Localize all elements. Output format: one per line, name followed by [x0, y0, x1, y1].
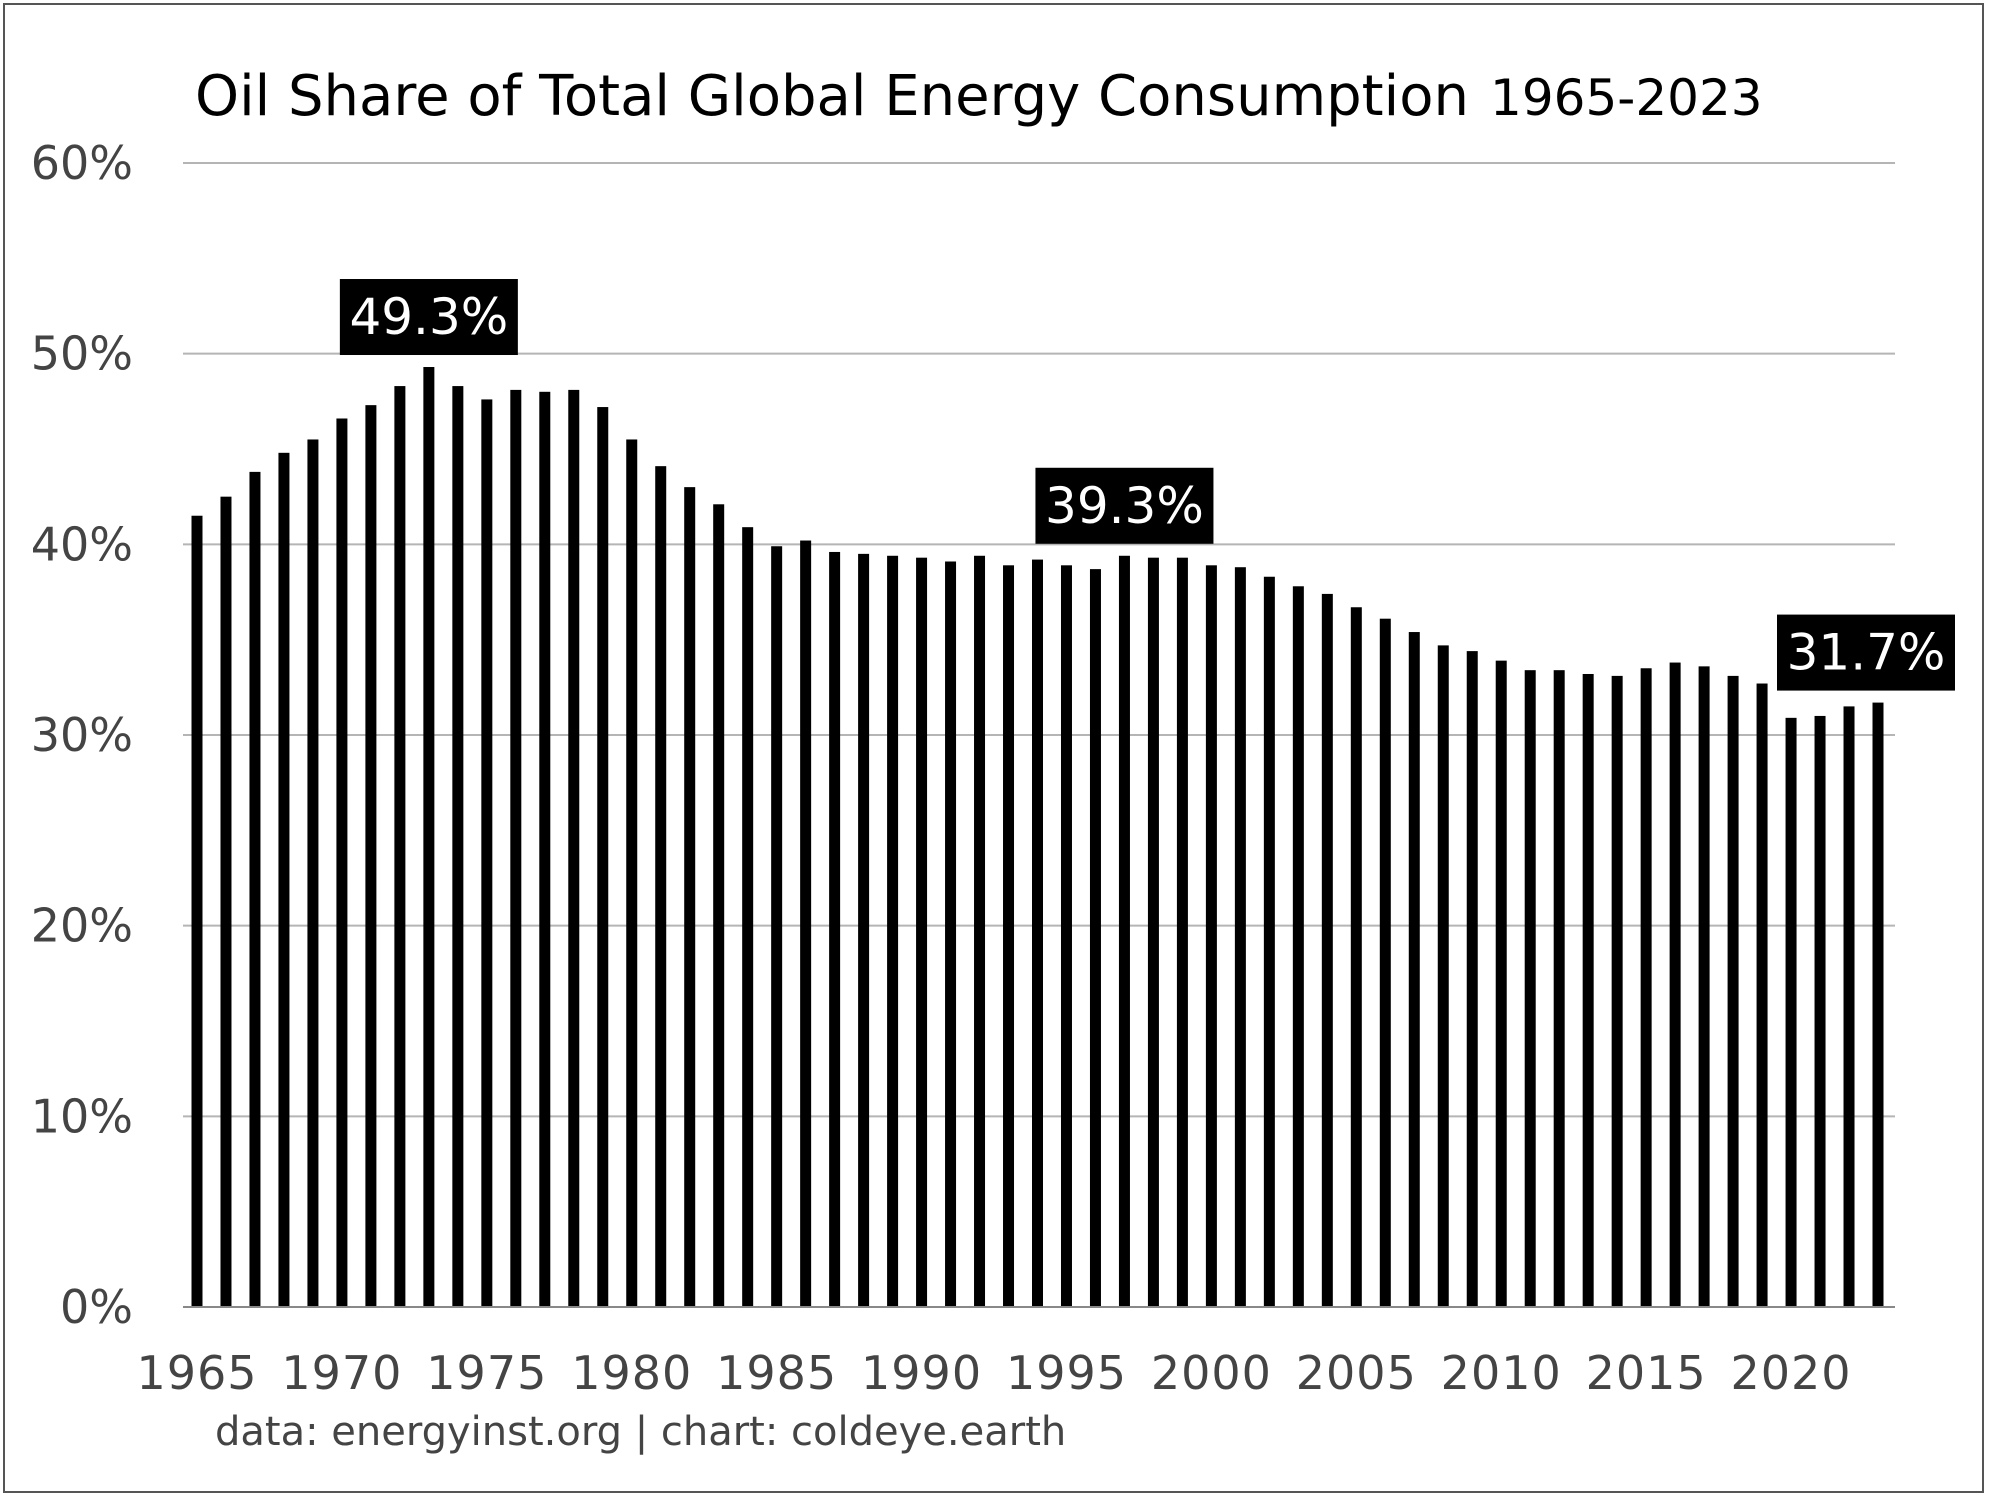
y-tick-label: 20%	[31, 899, 133, 953]
bar-1986	[800, 540, 812, 1307]
bar-2021	[1814, 715, 1826, 1307]
bar-2023	[1872, 702, 1884, 1307]
bar-chart: Oil Share of Total Global Energy Consump…	[31, 64, 1955, 1455]
x-tick-label: 2005	[1296, 1346, 1417, 1400]
bar-1972	[394, 386, 406, 1308]
bar-1976	[510, 389, 522, 1308]
x-tick-label: 1975	[426, 1346, 547, 1400]
bar-2011	[1524, 670, 1536, 1307]
bar-2018	[1727, 675, 1739, 1307]
value-label-1997: 39.3%	[1035, 467, 1214, 544]
value-label-text: 31.7%	[1787, 624, 1946, 682]
bar-1994	[1032, 559, 1043, 1307]
bar-1968	[278, 452, 290, 1307]
bar-2017	[1698, 666, 1710, 1307]
chart-frame: Oil Share of Total Global Energy Consump…	[3, 3, 1984, 1493]
y-tick-label: 60%	[31, 136, 133, 190]
bar-1993	[1003, 565, 1015, 1307]
bar-1991	[945, 561, 957, 1307]
bar-1977	[539, 391, 551, 1307]
bar-2019	[1756, 683, 1768, 1307]
bar-2010	[1495, 660, 1507, 1307]
bar-1969	[307, 439, 319, 1307]
bar-2000	[1205, 565, 1217, 1307]
bar-1995	[1060, 565, 1072, 1307]
x-tick-label: 1970	[281, 1346, 402, 1400]
chart-title-years: 1965-2023	[1490, 69, 1763, 127]
bar-1973	[423, 367, 435, 1308]
bar-2014	[1611, 675, 1623, 1307]
bar-1975	[481, 399, 493, 1308]
x-tick-label: 1965	[136, 1346, 257, 1400]
x-tick-label: 1980	[571, 1346, 692, 1400]
bar-1965	[191, 515, 203, 1307]
bar-2005	[1350, 607, 1362, 1307]
y-axis-ticks: 0% 10% 20% 30% 40% 50% 60%	[31, 136, 133, 1334]
bar-2016	[1669, 662, 1681, 1307]
source-note: data: energyinst.org | chart: coldeye.ea…	[215, 1409, 1066, 1455]
bar-1988	[858, 553, 870, 1307]
bar-1997	[1118, 555, 1130, 1307]
y-tick-label: 0%	[60, 1280, 133, 1334]
bar-1980	[626, 439, 638, 1307]
y-tick-label: 30%	[31, 708, 133, 762]
bar-1971	[365, 405, 377, 1307]
value-label-box	[339, 279, 518, 356]
value-label-text: 39.3%	[1045, 477, 1204, 535]
bar-1983	[713, 504, 725, 1307]
bar-1979	[597, 407, 609, 1307]
chart-title: Oil Share of Total Global Energy Consump…	[195, 64, 1763, 129]
x-tick-label: 2000	[1151, 1346, 1272, 1400]
bar-1987	[829, 551, 841, 1307]
bar-1992	[974, 555, 986, 1307]
bar-1990	[916, 557, 928, 1307]
bar-1974	[452, 386, 464, 1308]
value-label-box	[1035, 467, 1214, 544]
bar-2013	[1582, 673, 1594, 1307]
bar-1996	[1089, 569, 1101, 1307]
bar-1981	[655, 466, 667, 1307]
bar-1989	[887, 555, 899, 1307]
bar-2002	[1263, 576, 1275, 1307]
value-annotations: 49.3% 39.3% 31.7%	[339, 279, 1955, 691]
x-tick-label: 1985	[716, 1346, 837, 1400]
bar-2004	[1321, 593, 1333, 1307]
x-tick-label: 1995	[1006, 1346, 1127, 1400]
bar-2003	[1292, 586, 1304, 1307]
bar-2007	[1408, 632, 1420, 1307]
bars	[191, 367, 1884, 1308]
y-tick-label: 50%	[31, 327, 133, 381]
bar-2020	[1785, 717, 1797, 1307]
value-label-text: 49.3%	[349, 288, 508, 346]
bar-2022	[1843, 706, 1855, 1307]
bar-1985	[771, 546, 783, 1307]
value-label-box	[1777, 614, 1955, 691]
x-axis-ticks: 1965 1970 1975 1980 1985 1990 1995 2000 2005 2010…	[136, 1346, 1852, 1400]
bar-2001	[1234, 567, 1246, 1307]
bar-1982	[684, 487, 696, 1308]
bar-2015	[1640, 668, 1652, 1307]
bar-1998	[1147, 557, 1159, 1307]
x-tick-label: 1990	[861, 1346, 982, 1400]
x-tick-label: 2010	[1441, 1346, 1562, 1400]
bar-2008	[1437, 645, 1449, 1307]
bar-1984	[742, 527, 754, 1307]
value-label-1973: 49.3%	[339, 279, 518, 356]
bar-2006	[1379, 618, 1391, 1307]
y-tick-label: 10%	[31, 1089, 133, 1143]
bar-1999	[1176, 557, 1188, 1307]
bar-1978	[568, 389, 580, 1308]
x-tick-label: 2020	[1731, 1346, 1852, 1400]
y-tick-label: 40%	[31, 517, 133, 571]
x-tick-label: 2015	[1586, 1346, 1707, 1400]
bar-2009	[1466, 651, 1478, 1307]
bar-1966	[220, 496, 232, 1308]
chart-title-main: Oil Share of Total Global Energy Consump…	[195, 64, 1469, 129]
bar-2012	[1553, 670, 1565, 1307]
bar-1967	[249, 471, 261, 1307]
value-label-2023: 31.7%	[1777, 614, 1955, 691]
bar-1970	[336, 418, 348, 1307]
